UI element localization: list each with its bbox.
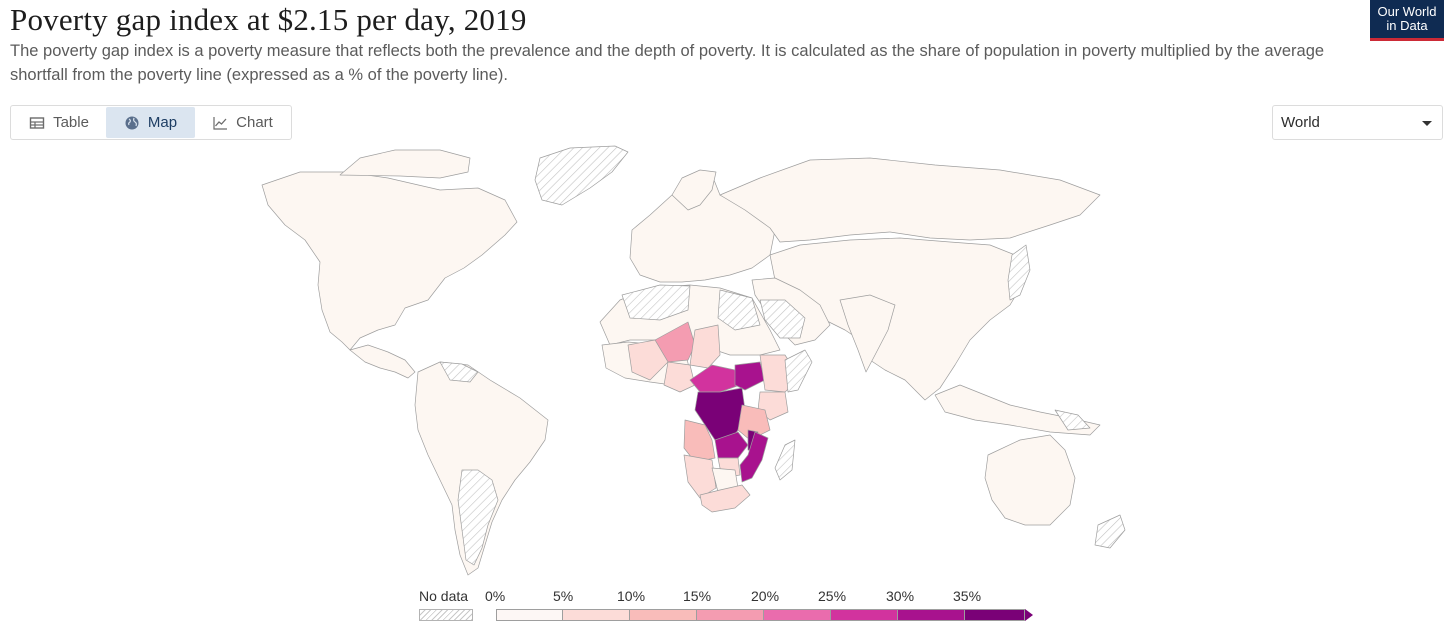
legend-bin-5[interactable] <box>831 609 898 621</box>
tab-map-label: Map <box>147 114 178 131</box>
legend-bin-0[interactable] <box>496 609 563 621</box>
legend-bin-1[interactable] <box>563 609 630 621</box>
chevron-down-icon <box>1422 121 1432 126</box>
globe-icon <box>124 115 140 131</box>
map-region-mali[interactable] <box>627 339 669 381</box>
map-region-india[interactable] <box>839 294 896 373</box>
legend-bin-3[interactable] <box>697 609 764 621</box>
tab-map[interactable]: Map <box>106 107 195 138</box>
map-region-western-sahara-no-data[interactable] <box>621 284 691 321</box>
map-region-greenland[interactable] <box>534 145 629 206</box>
legend-no-data-swatch <box>419 609 473 621</box>
legend-arrow-icon <box>1025 609 1033 621</box>
map-region-saudi-no-data[interactable] <box>759 299 806 339</box>
world-map <box>261 145 1126 576</box>
legend-tick-30: 30% <box>886 588 915 604</box>
map-region-chad[interactable] <box>689 324 721 369</box>
map-region-australia[interactable] <box>984 434 1076 526</box>
legend-bin-2[interactable] <box>630 609 697 621</box>
page-title: Poverty gap index at $2.15 per day, 2019 <box>10 2 527 37</box>
view-tabs: Table Map Chart <box>10 105 292 140</box>
page-subtitle: The poverty gap index is a poverty measu… <box>10 42 1325 84</box>
map-region-new-zealand[interactable] <box>1094 514 1126 549</box>
tab-table-label: Table <box>53 114 89 131</box>
map-region-south-america[interactable] <box>414 361 549 576</box>
map-region-nigeria[interactable] <box>663 361 696 393</box>
tab-chart[interactable]: Chart <box>195 107 290 138</box>
map-region-central-america[interactable] <box>349 344 416 379</box>
table-icon <box>29 115 45 131</box>
legend-bin-4[interactable] <box>764 609 831 621</box>
map-region-venezuela-no-data[interactable] <box>439 361 479 383</box>
map-region-south-africa[interactable] <box>699 484 751 513</box>
legend-tick-20: 20% <box>751 588 780 604</box>
map-region-libya-no-data[interactable] <box>717 289 761 331</box>
map-region-scandinavia[interactable] <box>671 169 717 211</box>
map-region-somalia-no-data[interactable] <box>784 349 813 393</box>
map-region-argentina-no-data[interactable] <box>457 469 499 566</box>
map-region-south-sudan[interactable] <box>734 361 766 391</box>
map-region-canada-islands[interactable] <box>339 149 471 179</box>
map-region-papua-no-data[interactable] <box>1054 409 1091 431</box>
map-region-mozambique[interactable] <box>739 431 769 483</box>
map-region-zambia[interactable] <box>714 431 749 459</box>
logo-line-2: in Data <box>1386 18 1428 33</box>
map-region-southeast-asia[interactable] <box>934 384 1101 436</box>
map-region-angola[interactable] <box>683 419 716 463</box>
owid-logo[interactable]: Our World in Data <box>1370 0 1444 41</box>
legend-tick-10: 10% <box>617 588 646 604</box>
legend-bin-7[interactable] <box>965 609 1025 621</box>
tab-chart-label: Chart <box>236 114 273 131</box>
map-region-madagascar[interactable] <box>774 439 796 481</box>
legend-tick-15: 15% <box>683 588 712 604</box>
legend-tick-35: 35% <box>953 588 982 604</box>
legend-tick-5: 5% <box>553 588 574 604</box>
tab-table[interactable]: Table <box>12 107 106 138</box>
legend-tick-0: 0% <box>485 588 506 604</box>
map-region-namibia[interactable] <box>683 454 717 499</box>
region-select-value: World <box>1281 114 1320 131</box>
map-region-car[interactable] <box>689 364 741 393</box>
legend-no-data-label: No data <box>419 588 469 604</box>
legend-bin-6[interactable] <box>898 609 965 621</box>
legend-color-bar <box>496 609 1033 621</box>
legend-tick-25: 25% <box>818 588 847 604</box>
map-region-north-america[interactable] <box>261 171 518 351</box>
region-select[interactable]: World <box>1272 105 1443 140</box>
logo-line-1: Our World <box>1377 4 1437 19</box>
line-chart-icon <box>212 115 228 131</box>
map-region-japan[interactable] <box>1007 244 1031 301</box>
map-region-russia[interactable] <box>719 157 1101 243</box>
